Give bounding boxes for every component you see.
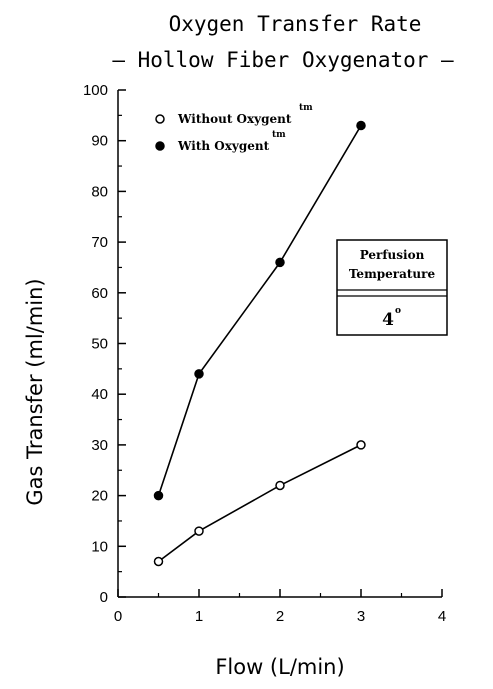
x-axis-label: Flow (L/min) <box>215 655 344 679</box>
legend-marker-without-oxygent <box>155 114 165 124</box>
chart-title: Oxygen Transfer Rate <box>169 12 422 36</box>
series-group <box>153 120 366 567</box>
data-point-series-1 <box>194 369 204 379</box>
legend-label-with-oxygent: With Oxygent <box>177 139 270 153</box>
y-tick-label: 40 <box>91 386 108 403</box>
data-point-series-1 <box>356 120 366 131</box>
x-tick-label: 2 <box>276 608 284 625</box>
y-tick-label: 20 <box>91 488 108 505</box>
perfusion-temperature-box: Perfusion Temperature 4 o <box>336 239 448 336</box>
y-tick-label: 0 <box>100 589 108 606</box>
legend-sup-without-oxygent: tm <box>299 103 313 113</box>
y-axis-label: Gas Transfer (ml/min) <box>23 278 47 505</box>
y-tick-label: 90 <box>91 133 108 150</box>
y-tick-label: 70 <box>91 234 108 251</box>
box-value-sup: o <box>395 306 401 316</box>
series-line-0 <box>158 444 362 563</box>
box-label-line2: Temperature <box>349 267 436 281</box>
y-tick-label: 100 <box>83 82 108 99</box>
x-tick-label: 3 <box>357 608 365 625</box>
legend-label-without-oxygent: Without Oxygent <box>177 112 292 126</box>
data-point-series-1 <box>275 257 285 268</box>
y-tick-label: 80 <box>91 183 108 200</box>
legend-sup-with-oxygent: tm <box>272 130 286 140</box>
data-point-series-0 <box>194 526 204 536</box>
y-tick-label: 30 <box>91 437 108 454</box>
y-tick-label: 50 <box>91 336 108 353</box>
x-tick-label: 1 <box>195 608 203 625</box>
y-tick-label: 60 <box>91 285 108 302</box>
box-label-line1: Perfusion <box>360 248 425 262</box>
data-point-series-1 <box>153 490 164 501</box>
legend-marker-with-oxygent <box>155 141 165 151</box>
chart-subtitle: – Hollow Fiber Oxygenator – <box>112 48 454 72</box>
y-tick-label: 10 <box>91 538 108 555</box>
legend: Without Oxygent tm With Oxygent tm <box>155 103 313 153</box>
x-tick-label: 4 <box>438 608 446 625</box>
data-point-series-0 <box>153 556 164 567</box>
data-point-series-0 <box>356 440 366 450</box>
x-axis-ticks: 0 1 2 3 4 <box>114 589 446 625</box>
axes <box>117 90 442 598</box>
box-value: 4 <box>382 310 394 330</box>
x-tick-label: 0 <box>114 608 122 625</box>
data-point-series-0 <box>275 480 285 491</box>
y-axis-ticks: 0 10 20 30 40 50 60 70 80 90 100 <box>83 82 126 606</box>
series-line-1 <box>157 125 362 496</box>
